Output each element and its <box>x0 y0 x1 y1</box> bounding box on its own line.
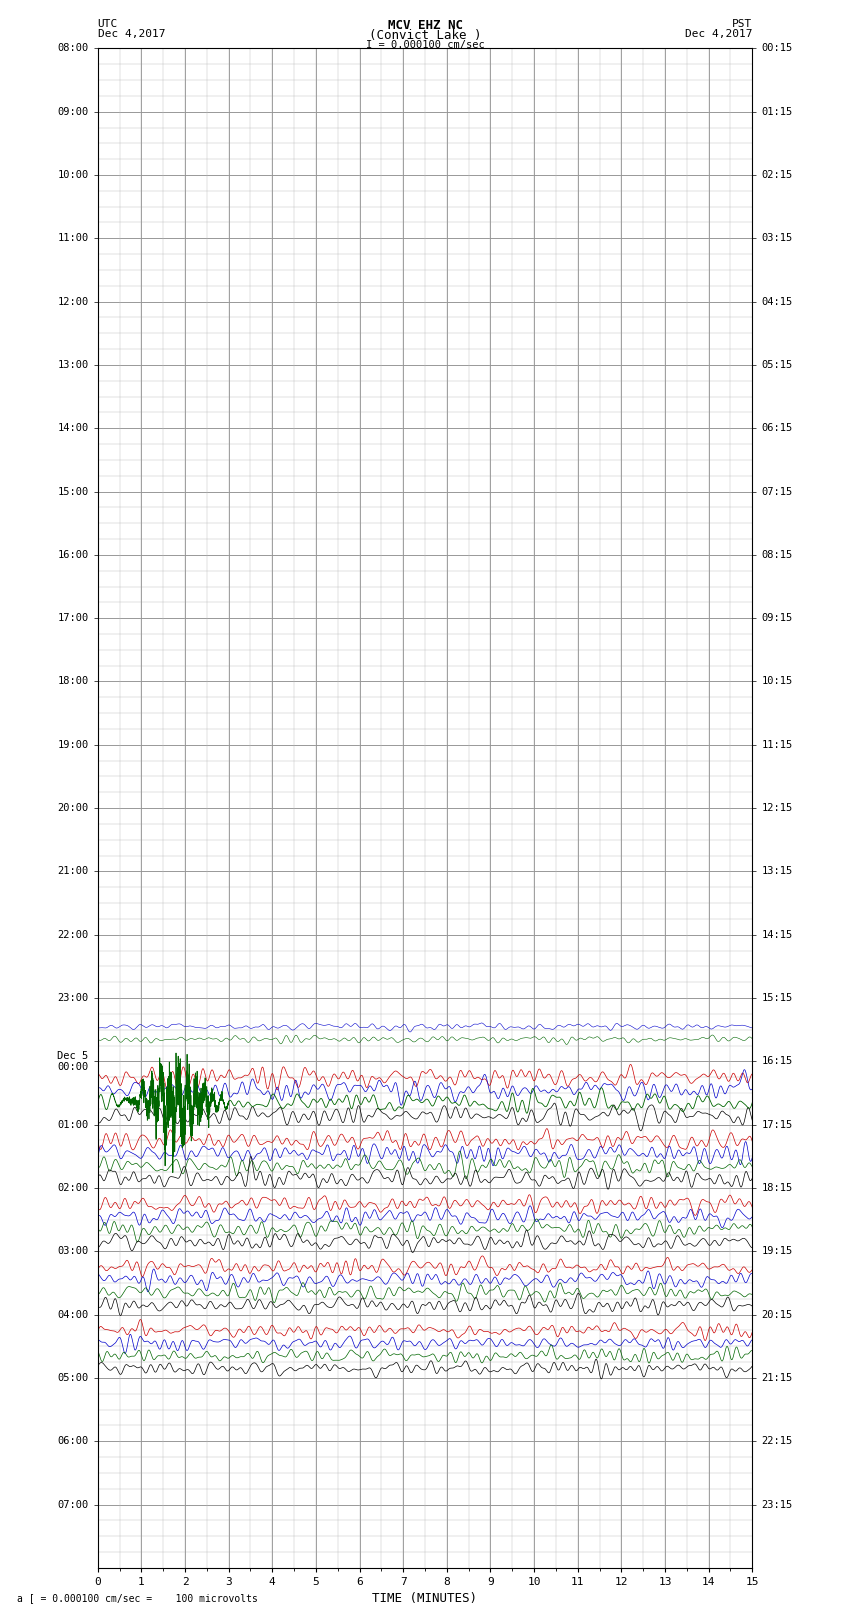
Text: MCV EHZ NC: MCV EHZ NC <box>388 19 462 32</box>
Text: a [ = 0.000100 cm/sec =    100 microvolts: a [ = 0.000100 cm/sec = 100 microvolts <box>17 1594 258 1603</box>
Text: UTC: UTC <box>98 19 118 29</box>
Text: I = 0.000100 cm/sec: I = 0.000100 cm/sec <box>366 40 484 50</box>
Text: Dec 4,2017: Dec 4,2017 <box>685 29 752 39</box>
Text: Dec 4,2017: Dec 4,2017 <box>98 29 165 39</box>
X-axis label: TIME (MINUTES): TIME (MINUTES) <box>372 1592 478 1605</box>
Text: (Convict Lake ): (Convict Lake ) <box>369 29 481 42</box>
Text: PST: PST <box>732 19 752 29</box>
